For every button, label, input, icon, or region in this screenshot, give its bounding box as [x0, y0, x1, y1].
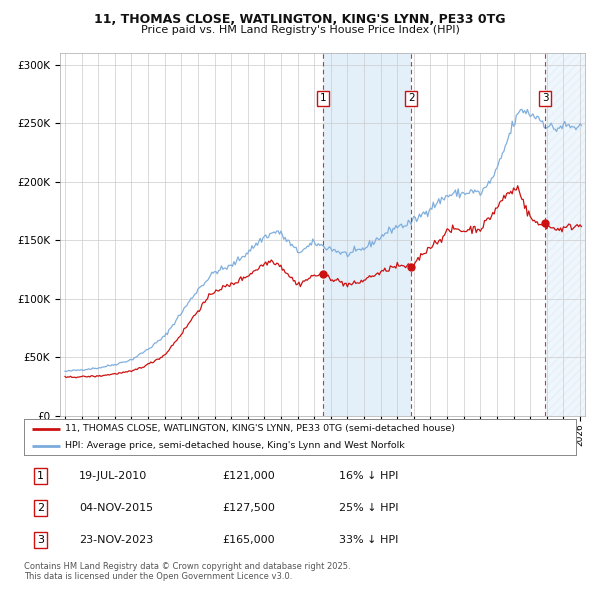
- Text: 3: 3: [542, 93, 548, 103]
- Text: Contains HM Land Registry data © Crown copyright and database right 2025.
This d: Contains HM Land Registry data © Crown c…: [24, 562, 350, 581]
- Text: 2: 2: [37, 503, 44, 513]
- Text: 11, THOMAS CLOSE, WATLINGTON, KING'S LYNN, PE33 0TG (semi-detached house): 11, THOMAS CLOSE, WATLINGTON, KING'S LYN…: [65, 424, 455, 433]
- Text: £121,000: £121,000: [223, 471, 275, 481]
- Text: 11, THOMAS CLOSE, WATLINGTON, KING'S LYNN, PE33 0TG: 11, THOMAS CLOSE, WATLINGTON, KING'S LYN…: [94, 13, 506, 26]
- Text: 1: 1: [320, 93, 326, 103]
- Text: 3: 3: [37, 535, 44, 545]
- Text: 25% ↓ HPI: 25% ↓ HPI: [338, 503, 398, 513]
- Text: 23-NOV-2023: 23-NOV-2023: [79, 535, 154, 545]
- Bar: [545, 53, 593, 416]
- Bar: [323, 53, 411, 416]
- Text: 33% ↓ HPI: 33% ↓ HPI: [338, 535, 398, 545]
- Text: 2: 2: [408, 93, 415, 103]
- Text: Price paid vs. HM Land Registry's House Price Index (HPI): Price paid vs. HM Land Registry's House …: [140, 25, 460, 35]
- Text: HPI: Average price, semi-detached house, King's Lynn and West Norfolk: HPI: Average price, semi-detached house,…: [65, 441, 405, 450]
- Text: £165,000: £165,000: [223, 535, 275, 545]
- Text: 1: 1: [37, 471, 44, 481]
- Text: 19-JUL-2010: 19-JUL-2010: [79, 471, 148, 481]
- Text: 16% ↓ HPI: 16% ↓ HPI: [338, 471, 398, 481]
- Text: 04-NOV-2015: 04-NOV-2015: [79, 503, 154, 513]
- Text: £127,500: £127,500: [223, 503, 275, 513]
